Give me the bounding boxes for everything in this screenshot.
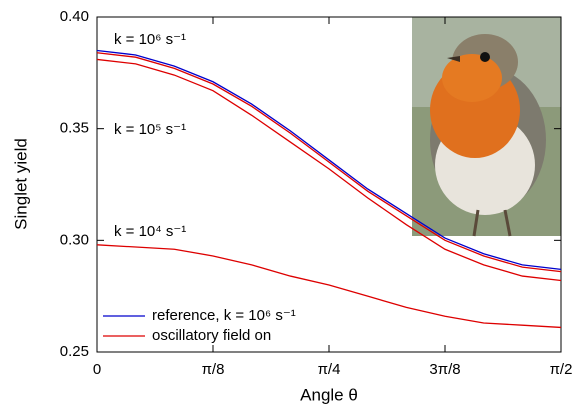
x-tick-label: 3π/8 — [429, 361, 460, 378]
y-tick-label: 0.30 — [60, 231, 89, 248]
series-line — [96, 52, 562, 273]
x-axis-label: Angle θ — [300, 385, 358, 404]
y-axis-label: Singlet yield — [11, 138, 30, 230]
x-tick-label: 0 — [93, 361, 101, 378]
x-tick-label: π/8 — [202, 361, 225, 378]
robin-photo — [412, 17, 561, 237]
y-tick-label: 0.25 — [60, 343, 89, 360]
series-line — [96, 58, 562, 282]
annotation: k = 10⁵ s⁻¹ — [114, 121, 186, 138]
x-tick-label: π/2 — [550, 361, 573, 378]
series-line — [96, 49, 562, 271]
y-tick-label: 0.40 — [60, 8, 89, 25]
annotation: k = 10⁶ s⁻¹ — [114, 31, 186, 48]
y-tick-label: 0.35 — [60, 120, 89, 137]
legend-label: reference, k = 10⁶ s⁻¹ — [152, 307, 296, 324]
legend-label: oscillatory field on — [152, 327, 271, 344]
x-tick-label: π/4 — [318, 361, 341, 378]
series-line — [96, 244, 562, 329]
annotation: k = 10⁴ s⁻¹ — [114, 223, 186, 240]
